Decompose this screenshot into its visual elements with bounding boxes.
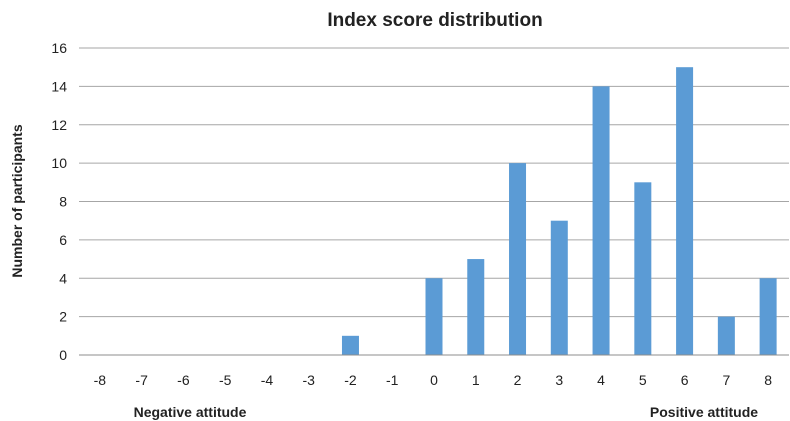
- bar-4: [592, 86, 610, 355]
- y-tick-label: 14: [51, 78, 67, 94]
- x-tick-label: 1: [472, 372, 480, 388]
- bar--2: [341, 335, 359, 355]
- bar-3: [550, 220, 568, 355]
- y-tick-label: 10: [51, 155, 67, 171]
- y-tick-label: 4: [59, 270, 67, 286]
- bar-2: [509, 163, 527, 355]
- gridlines: [79, 47, 789, 318]
- x-tick-label: -6: [177, 372, 190, 388]
- x-tick-label: -2: [344, 372, 357, 388]
- x-tick-label: -7: [135, 372, 148, 388]
- y-tick-label: 8: [59, 194, 67, 210]
- x-tick-label: 3: [555, 372, 563, 388]
- bars: [341, 67, 777, 355]
- bar-1: [467, 259, 485, 355]
- y-tick-label: 6: [59, 232, 67, 248]
- y-tick-labels: 0 2 4 6 8 10 12 14 16: [51, 40, 67, 363]
- bar-0: [425, 278, 443, 355]
- x-tick-label: 0: [430, 372, 438, 388]
- bar-6: [676, 67, 694, 355]
- y-axis-label: Number of participants: [9, 124, 25, 277]
- x-tick-label: -8: [94, 372, 107, 388]
- x-tick-label: 7: [722, 372, 730, 388]
- x-tick-label: -3: [302, 372, 315, 388]
- positive-attitude-label: Positive attitude: [650, 404, 758, 420]
- y-tick-label: 2: [59, 309, 67, 325]
- x-tick-label: -4: [261, 372, 274, 388]
- negative-attitude-label: Negative attitude: [134, 404, 247, 420]
- y-tick-label: 0: [59, 347, 67, 363]
- bar-5: [634, 182, 652, 355]
- chart-title: Index score distribution: [327, 10, 542, 31]
- x-tick-label: 8: [764, 372, 772, 388]
- x-tick-label: 5: [639, 372, 647, 388]
- y-tick-label: 12: [51, 117, 67, 133]
- x-tick-label: 6: [681, 372, 689, 388]
- y-tick-label: 16: [51, 40, 67, 56]
- x-tick-label: -5: [219, 372, 232, 388]
- x-tick-labels: -8 -7 -6 -5 -4 -3 -2 -1 0 1 2 3 4 5 6 7 8: [94, 372, 773, 388]
- bar-8: [759, 278, 777, 355]
- x-tick-label: -1: [386, 372, 399, 388]
- x-tick-label: 2: [514, 372, 522, 388]
- bar-7: [717, 316, 735, 355]
- x-tick-label: 4: [597, 372, 605, 388]
